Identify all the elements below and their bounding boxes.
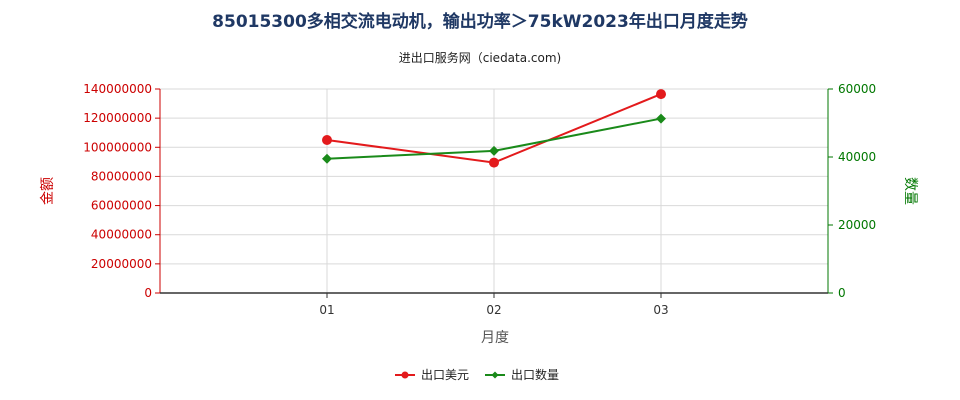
x-tick-label: 03: [653, 303, 668, 317]
y-left-tick-label: 40000000: [91, 228, 152, 242]
grid: [160, 88, 829, 293]
y-left-tick-label: 60000000: [91, 199, 152, 213]
series-layer: [322, 89, 666, 168]
data-point: [322, 135, 332, 145]
x-tick-label: 01: [319, 303, 334, 317]
y-left-tick-label: 140000000: [83, 82, 152, 96]
y-right-tick-label: 0: [838, 286, 846, 300]
y-left-tick-label: 20000000: [91, 257, 152, 271]
data-point: [656, 89, 666, 100]
tick-labels: 0 20000000 40000000 60000000 80000000 1000000…: [83, 82, 876, 317]
y-right-tick-label: 20000: [838, 218, 876, 232]
data-point: [656, 113, 666, 124]
y-axis-label-right: 数量: [902, 177, 918, 205]
axes: [155, 88, 833, 298]
x-tick-label: 02: [486, 303, 501, 317]
y-left-tick-label: 0: [144, 286, 152, 300]
legend-marker: [491, 371, 499, 379]
x-axis-label: 月度: [481, 330, 509, 346]
data-point: [489, 145, 499, 156]
legend-label: 出口美元: [421, 368, 469, 382]
legend-label: 出口数量: [511, 367, 559, 382]
chart-subtitle: 进出口服务网（ciedata.com): [399, 50, 561, 65]
legend: 出口美元 出口数量: [395, 367, 559, 382]
legend-marker: [401, 371, 409, 379]
y-right-tick-label: 60000: [838, 82, 876, 96]
y-left-tick-label: 100000000: [83, 140, 152, 154]
y-right-tick-label: 40000: [838, 150, 876, 164]
chart-title: 85015300多相交流电动机，输出功率＞75kW2023年出口月度走势: [212, 11, 748, 32]
y-left-tick-label: 80000000: [91, 169, 152, 183]
y-left-tick-label: 120000000: [83, 111, 152, 125]
data-point: [489, 157, 499, 168]
data-point: [322, 153, 332, 164]
y-axis-label-left: 金额: [40, 177, 56, 205]
